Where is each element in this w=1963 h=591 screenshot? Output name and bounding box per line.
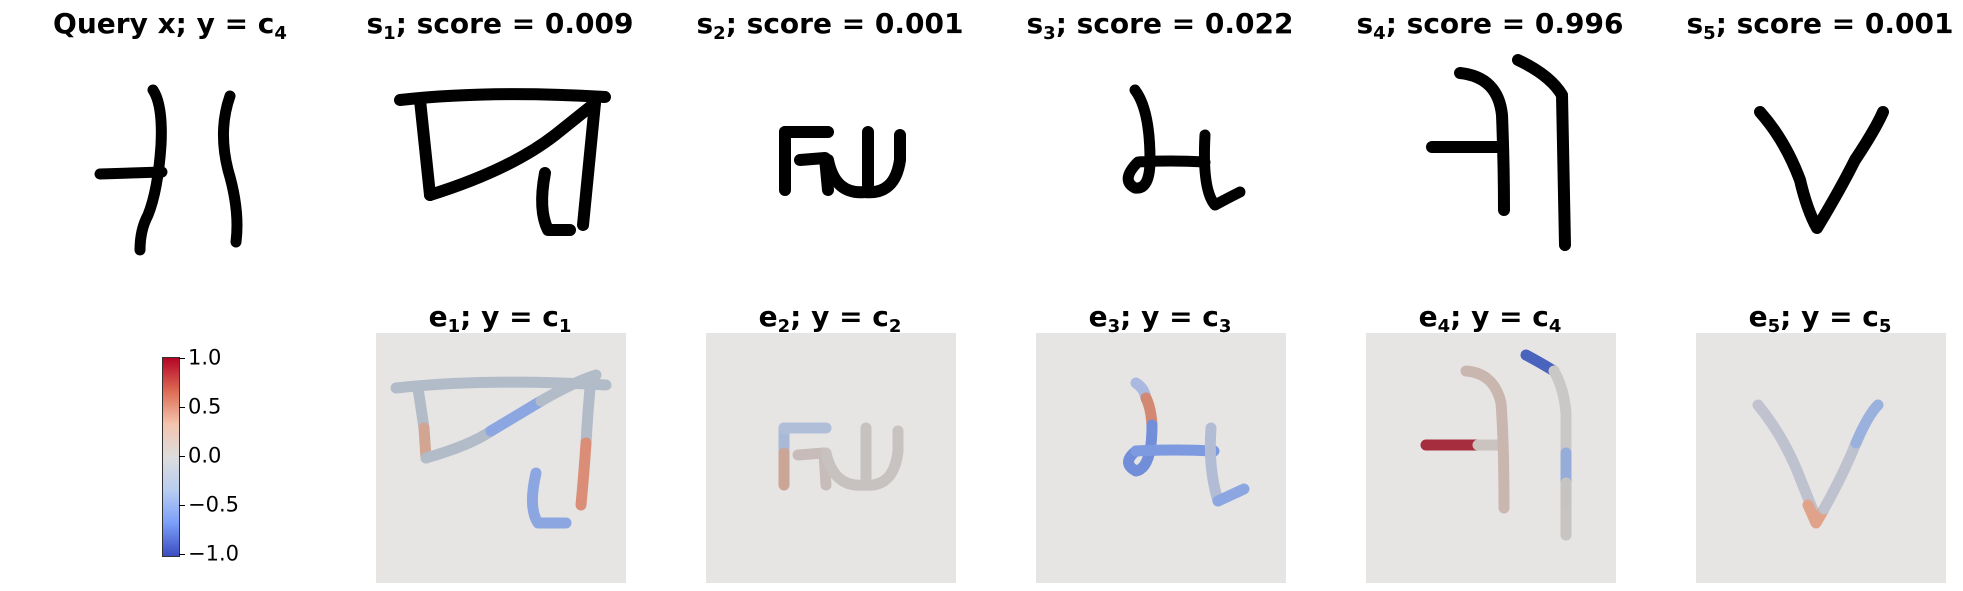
query-title: Query x; y = c4 (53, 7, 287, 44)
explanation-5-title: e5; y = c5 (1748, 300, 1892, 337)
colorbar-tick: −0.5 (188, 492, 239, 517)
explanation-4-title: e4; y = c4 (1418, 300, 1562, 337)
support-1-title: s1; score = 0.009 (366, 7, 634, 44)
support-3-glyph-image (1122, 84, 1246, 211)
support-2-title: s2; score = 0.001 (696, 7, 964, 44)
support-4-title: s4; score = 0.996 (1356, 7, 1624, 44)
colorbar-tick: 0.5 (188, 394, 222, 419)
support-1-glyph-image (394, 88, 611, 236)
colorbar-tick: 0.0 (188, 443, 222, 468)
support-3-title: s3; score = 0.022 (1026, 7, 1294, 44)
colorbar (162, 357, 180, 557)
explanation-3-title: e3; y = c3 (1088, 300, 1232, 337)
explanation-2-heatmap (706, 333, 956, 583)
support-2-glyph-image (779, 126, 906, 199)
explanation-3-heatmap (1036, 333, 1286, 583)
support-5-glyph-image (1754, 106, 1889, 234)
support-4-glyph-image (1426, 54, 1571, 251)
explanation-5-heatmap (1696, 333, 1946, 583)
colorbar-tick: −1.0 (188, 541, 239, 566)
explanation-2-title: e2; y = c2 (758, 300, 902, 337)
colorbar-tick: 1.0 (188, 345, 222, 370)
explanation-4-heatmap (1366, 333, 1616, 583)
query-glyph-image (94, 84, 243, 256)
support-5-title: s5; score = 0.001 (1686, 7, 1954, 44)
explanation-1-title: e1; y = c1 (428, 300, 572, 337)
explanation-1-heatmap (376, 333, 626, 583)
